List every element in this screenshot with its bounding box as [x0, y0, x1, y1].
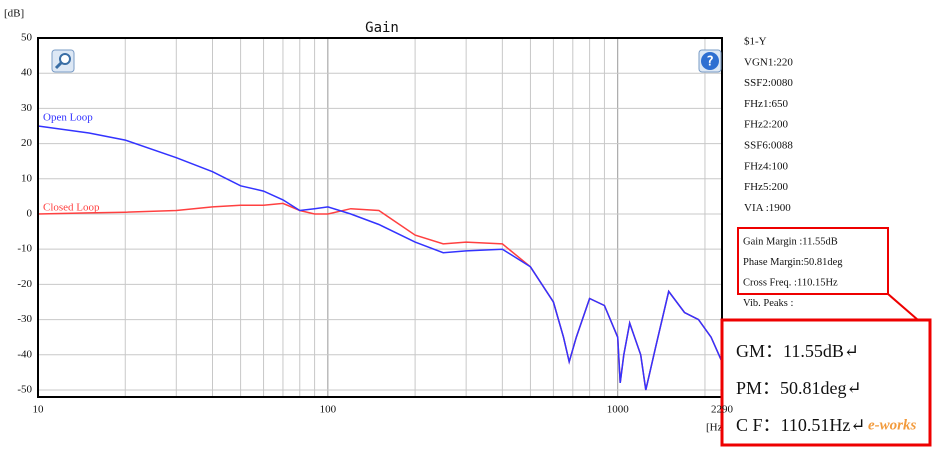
y-tick-label: 50 [21, 32, 33, 44]
margin-text: Phase Margin:50.81deg [743, 257, 843, 268]
parameter-text: FHz4:100 [744, 160, 789, 172]
plot-area [38, 38, 722, 397]
callout-line [887, 293, 919, 321]
parameter-text: FHz5:200 [744, 181, 789, 193]
margin-text: Cross Freq. :110.15Hz [743, 277, 838, 288]
info-panel: $1-Y VGN1:220 SSF2:0080 FHz1:650 FHz2:200 SSF… [743, 36, 843, 309]
margin-text: Gain Margin :11.55dB [743, 236, 838, 247]
zoom-button[interactable] [51, 49, 75, 73]
plot-frame [37, 37, 723, 398]
lines [37, 125, 723, 391]
y-tick-label: 40 [21, 67, 33, 79]
svg-text:?: ? [706, 55, 714, 70]
parameter-text: VIA :1900 [744, 202, 791, 214]
y-tick-label: 20 [21, 137, 33, 149]
chart-title: Gain [365, 20, 399, 36]
parameter-text: SSF2:0080 [744, 77, 793, 89]
y-tick-label: 30 [21, 102, 33, 114]
x-tick-label: 10 [33, 404, 45, 416]
summary-text: PM：50.81deg↵ [736, 378, 862, 398]
y-tick-label: -50 [17, 383, 32, 395]
parameter-text: VGN1:220 [744, 56, 793, 68]
y-tick-label: -40 [17, 348, 32, 360]
y-tick-label: -20 [17, 278, 32, 290]
legend-label: Closed Loop [43, 202, 100, 214]
y-axis-label: [dB] [4, 8, 24, 20]
legend-label: Open Loop [43, 112, 93, 124]
x-tick-label: 1000 [607, 404, 630, 416]
y-tick-label: 10 [21, 172, 33, 184]
summary-text: C F：110.51Hz↵ [736, 415, 865, 435]
help-button[interactable]: ? [698, 49, 722, 73]
watermark: e-works [868, 417, 916, 433]
x-tick-label: 2290 [711, 404, 734, 416]
y-tick-label: -10 [17, 243, 32, 255]
margin-text: Vib. Peaks : [743, 298, 793, 309]
grid [37, 37, 723, 397]
parameter-text: FHz1:650 [744, 98, 789, 110]
summary-box [720, 318, 932, 447]
y-tick-label: 0 [27, 208, 33, 220]
parameter-text: FHz2:200 [744, 119, 789, 131]
x-tick-label: 100 [320, 404, 337, 416]
y-tick-label: -30 [17, 313, 32, 325]
parameter-text: $1-Y [744, 36, 767, 48]
margin-box [737, 227, 889, 295]
parameter-text: SSF6:0088 [744, 140, 793, 152]
summary-text: GM：11.55dB↵ [736, 341, 859, 361]
series-line [37, 125, 723, 391]
